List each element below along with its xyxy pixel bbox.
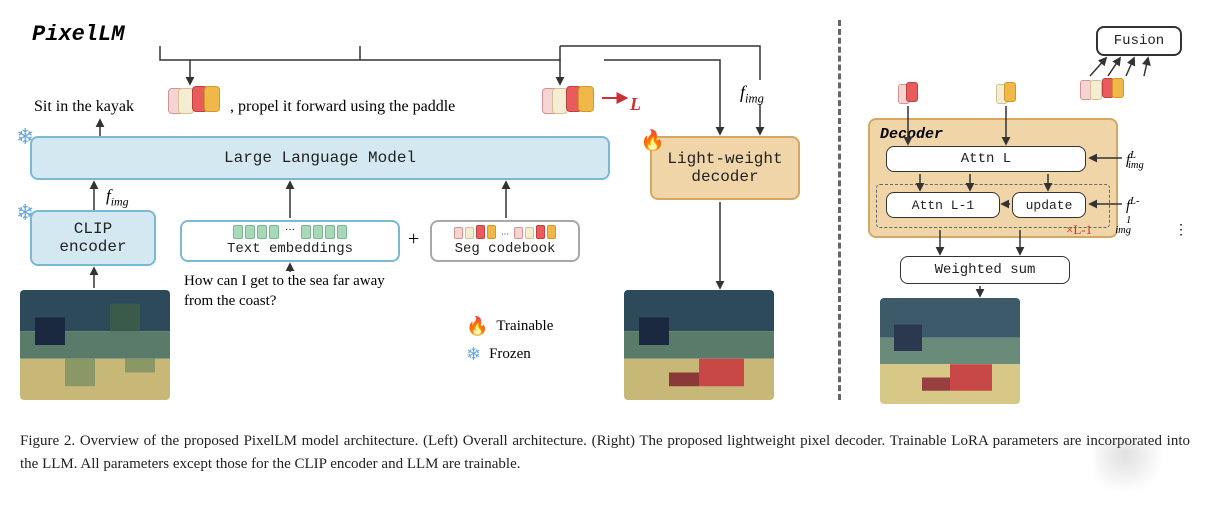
model-title: PixelLM	[32, 22, 124, 47]
fusion-box: Fusion	[1096, 26, 1182, 56]
attn-L1-box: Attn L-1	[886, 192, 1000, 218]
frozen-icon-llm: ❄	[16, 124, 34, 150]
xL1-label: ×L-1	[1066, 222, 1092, 238]
snowflake-icon: ❄	[466, 344, 481, 365]
text-embeddings-box: ··· Text embeddings	[180, 220, 400, 262]
fire-icon: 🔥	[466, 316, 488, 337]
seg-codebook-box: ··· Seg codebook	[430, 220, 580, 262]
L-label: L	[630, 94, 641, 115]
input-image-left	[20, 290, 170, 400]
seg-codebook-label: Seg codebook	[455, 241, 556, 257]
llm-box: Large Language Model	[30, 136, 610, 180]
attn-L-box: Attn L	[886, 146, 1086, 172]
update-box: update	[1012, 192, 1086, 218]
output-sentence-part1: Sit in the kayak	[34, 98, 134, 116]
output-sentence-part2: , propel it forward using the paddle	[230, 98, 455, 116]
panel-divider	[838, 20, 841, 400]
legend-trainable: 🔥 Trainable	[466, 316, 553, 337]
diagram-area: PixelLM Sit in the kayak , propel it for…	[0, 0, 1210, 420]
text-emb-label: Text embeddings	[227, 241, 353, 257]
decoder-label: Light-weight decoder	[667, 150, 782, 186]
vdots: ⋮	[1174, 222, 1188, 239]
clip-encoder-box: CLIP encoder	[30, 210, 156, 266]
decoder-box: Light-weight decoder	[650, 136, 800, 200]
fimg-top-label: fimg	[740, 82, 764, 107]
clip-label: CLIP encoder	[59, 220, 126, 256]
fimg-L-label: fLimg	[1126, 150, 1144, 171]
attn-L1-label: Attn L-1	[912, 198, 974, 213]
legend-frozen: ❄ Frozen	[466, 344, 531, 365]
fusion-label: Fusion	[1114, 33, 1164, 49]
trainable-icon-decoder: 🔥	[640, 128, 665, 153]
frozen-icon-clip: ❄	[16, 200, 34, 226]
update-label: update	[1026, 198, 1073, 213]
watermark	[1095, 440, 1195, 490]
weighted-sum-label: Weighted sum	[935, 262, 1036, 278]
plus-sign: +	[408, 228, 419, 251]
right-decoder-label: Decoder	[880, 126, 943, 143]
attn-L-label: Attn L	[961, 151, 1011, 167]
fimg-left-label: fimg	[106, 186, 129, 209]
fimg-L1-label: fL-1img	[1126, 196, 1145, 236]
weighted-sum-box: Weighted sum	[900, 256, 1070, 284]
output-image-right	[880, 298, 1020, 404]
llm-label: Large Language Model	[224, 149, 416, 167]
output-image-middle	[624, 290, 774, 400]
question-text: How can I get to the sea far away from t…	[184, 272, 414, 311]
figure-caption: Figure 2. Overview of the proposed Pixel…	[20, 430, 1190, 475]
